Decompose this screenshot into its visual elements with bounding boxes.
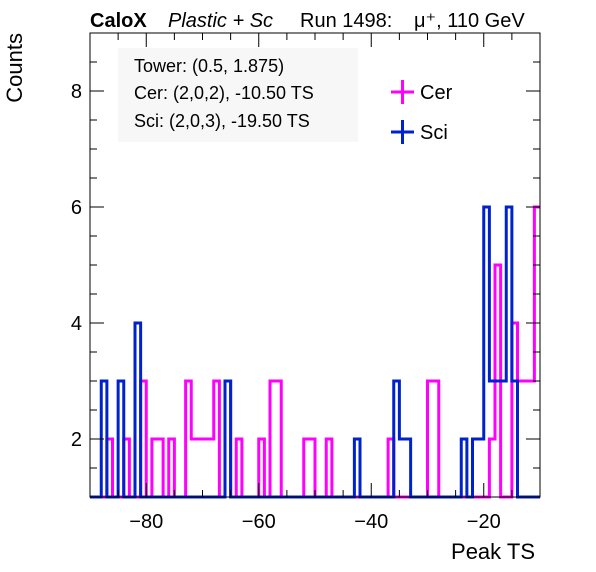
legend: Cer Sci xyxy=(391,80,453,144)
run-label: Run 1498: xyxy=(300,10,392,32)
legend-marker-sci xyxy=(391,120,414,144)
x-tick-label: −40 xyxy=(354,511,388,533)
cer-info: Cer: (2,0,2), -10.50 TS xyxy=(134,83,314,103)
sci-info: Sci: (2,0,3), -19.50 TS xyxy=(134,111,310,131)
y-axis-title: Counts xyxy=(2,33,27,103)
legend-label-sci: Sci xyxy=(420,122,448,144)
tower-info: Tower: (0.5, 1.875) xyxy=(134,56,284,76)
legend-marker-cer xyxy=(391,80,414,104)
x-axis-title: Peak TS xyxy=(451,539,535,564)
material-label: Plastic + Sc xyxy=(168,10,273,32)
x-tick-label: −80 xyxy=(129,511,163,533)
x-tick-label: −20 xyxy=(467,511,501,533)
brand-label: CaloX xyxy=(90,10,147,32)
y-tick-label: 4 xyxy=(71,313,82,335)
beam-label: μ⁺, 110 GeV xyxy=(414,10,525,32)
info-box: Tower: (0.5, 1.875) Cer: (2,0,2), -10.50… xyxy=(118,48,358,142)
axis-ticks: −80 −60 −40 −20 2 4 6 8 xyxy=(71,32,541,533)
x-tick-label: −60 xyxy=(242,511,276,533)
y-tick-label: 2 xyxy=(71,429,82,451)
y-tick-label: 6 xyxy=(71,197,82,219)
y-tick-label: 8 xyxy=(71,81,82,103)
legend-label-cer: Cer xyxy=(420,82,453,104)
